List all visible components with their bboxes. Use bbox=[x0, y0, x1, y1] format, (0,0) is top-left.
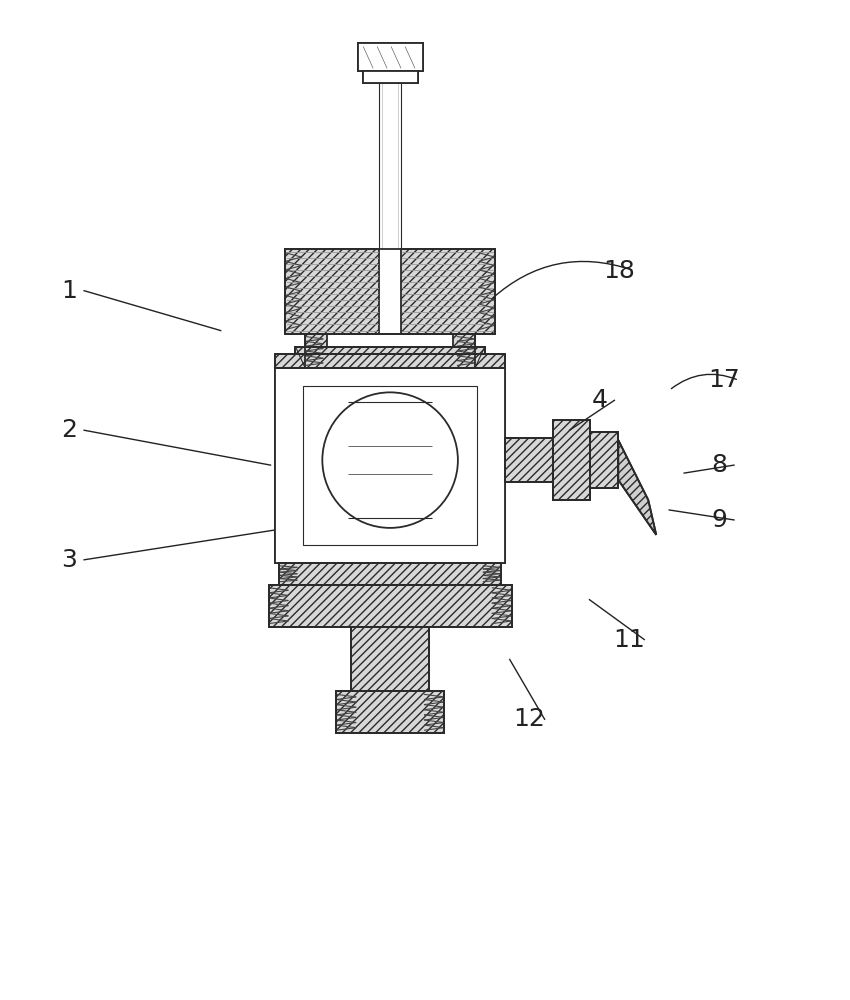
Bar bbox=[351, 627, 429, 691]
Text: 18: 18 bbox=[604, 259, 635, 283]
Bar bbox=[591, 432, 618, 488]
Text: 12: 12 bbox=[513, 707, 546, 731]
Bar bbox=[275, 368, 505, 563]
Bar bbox=[552, 420, 591, 500]
Bar bbox=[591, 432, 618, 488]
Bar bbox=[401, 249, 495, 334]
Bar bbox=[275, 354, 505, 368]
Bar bbox=[296, 347, 484, 354]
Bar bbox=[337, 691, 444, 733]
Bar bbox=[280, 563, 501, 585]
Polygon shape bbox=[618, 440, 656, 535]
Bar bbox=[453, 334, 475, 368]
Text: 4: 4 bbox=[592, 388, 608, 412]
Text: 9: 9 bbox=[711, 508, 727, 532]
Bar bbox=[269, 585, 512, 627]
Bar bbox=[363, 71, 418, 83]
Bar bbox=[351, 627, 429, 691]
Bar bbox=[305, 334, 327, 368]
Text: 17: 17 bbox=[708, 368, 740, 392]
Bar bbox=[296, 347, 484, 354]
Circle shape bbox=[322, 392, 458, 528]
Bar bbox=[363, 71, 418, 83]
Bar bbox=[303, 386, 477, 545]
Bar bbox=[269, 585, 512, 627]
Bar bbox=[337, 691, 444, 733]
Bar bbox=[552, 420, 591, 500]
Bar bbox=[505, 438, 552, 482]
Bar bbox=[275, 368, 303, 563]
Bar bbox=[505, 438, 552, 482]
Bar bbox=[275, 354, 505, 368]
Text: 1: 1 bbox=[61, 279, 77, 303]
Text: 8: 8 bbox=[711, 453, 727, 477]
Bar bbox=[305, 334, 475, 368]
Text: 2: 2 bbox=[61, 418, 77, 442]
Bar bbox=[358, 43, 423, 71]
Bar bbox=[286, 249, 495, 334]
Bar bbox=[280, 563, 501, 585]
Bar bbox=[358, 43, 423, 71]
Bar bbox=[477, 368, 505, 563]
Bar bbox=[286, 249, 379, 334]
Text: 3: 3 bbox=[61, 548, 77, 572]
Text: 11: 11 bbox=[614, 628, 645, 652]
